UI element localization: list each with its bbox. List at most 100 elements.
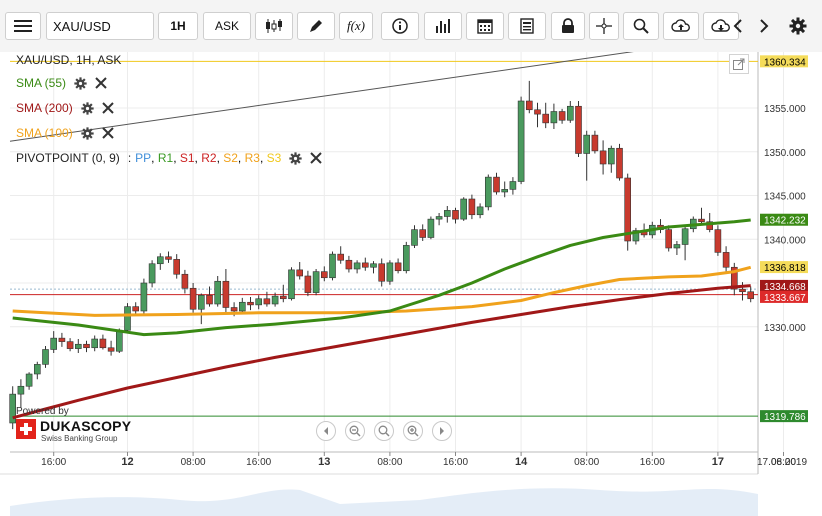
x-tick-label: 16:00	[443, 457, 468, 468]
sma-55-settings[interactable]	[74, 76, 87, 90]
candle-body	[739, 288, 746, 293]
crosshair-icon	[596, 18, 612, 34]
candle-65	[542, 102, 550, 129]
candle-40	[337, 246, 345, 264]
candle-body	[157, 256, 164, 265]
report-button[interactable]	[508, 12, 546, 40]
candle-51	[427, 216, 435, 240]
candle-body	[361, 262, 369, 268]
candle-90	[747, 286, 755, 303]
candle-60	[501, 181, 509, 198]
info-button[interactable]	[381, 12, 419, 40]
candle-body	[320, 271, 328, 279]
timeframe-button[interactable]: 1H	[158, 12, 198, 40]
legend-sma-200-label: SMA (200)	[16, 101, 73, 115]
pan-right-button[interactable]	[432, 421, 452, 441]
zoom-button[interactable]	[623, 12, 659, 40]
candle-53	[443, 206, 451, 223]
candle-body	[722, 252, 730, 268]
legend-sma-100: SMA (100)	[16, 125, 114, 141]
price-tag-bg	[760, 279, 808, 292]
price-side-button[interactable]: ASK	[203, 12, 251, 40]
calendar-button[interactable]	[466, 12, 504, 40]
legend-sma-200: SMA (200)	[16, 100, 114, 116]
pivot-part-r2: R2	[201, 151, 217, 165]
candle-body	[17, 385, 25, 395]
candle-35	[296, 262, 304, 280]
candle-5	[50, 331, 58, 353]
sma-100-remove[interactable]	[101, 127, 114, 139]
price-tag-label: 1336.818	[764, 263, 806, 274]
volume-button[interactable]	[424, 12, 462, 40]
candle-body	[107, 347, 115, 352]
candle-body	[296, 269, 304, 277]
candle-62	[517, 96, 525, 185]
candle-14	[124, 303, 131, 333]
price-tag-0: 1360.334	[760, 55, 808, 68]
pan-left-button[interactable]	[316, 421, 336, 441]
x-tick-label: 08:00	[181, 457, 206, 468]
upload-button[interactable]	[663, 12, 699, 40]
menu-button[interactable]	[5, 12, 41, 40]
download-button[interactable]	[703, 12, 739, 40]
candle-body	[411, 229, 418, 246]
candle-66	[550, 103, 558, 129]
scroll-right-button[interactable]	[752, 12, 776, 40]
price-tag-label: 1333.667	[764, 293, 806, 304]
y-tick-label: 1355.000	[764, 104, 806, 115]
draw-button[interactable]	[297, 12, 335, 40]
candle-43	[361, 257, 369, 271]
candle-body	[181, 273, 189, 289]
pivot-settings[interactable]	[289, 151, 302, 165]
indicators-button[interactable]: f(x)	[339, 12, 373, 40]
candle-body	[542, 113, 550, 124]
price-tag-5: 1319.786	[760, 410, 808, 423]
gear-icon	[81, 101, 94, 115]
candle-body	[25, 373, 33, 387]
candle-body	[558, 111, 566, 121]
candle-body	[50, 337, 58, 350]
settings-button[interactable]	[782, 12, 814, 40]
candle-46	[386, 260, 394, 285]
candle-body	[83, 343, 90, 349]
gear-icon	[289, 151, 302, 165]
zoom-in-button[interactable]	[403, 421, 423, 441]
y-tick-label: 1350.000	[764, 148, 806, 159]
zoom-out-button[interactable]	[345, 421, 365, 441]
candle-body	[632, 230, 640, 242]
candle-body	[206, 294, 213, 305]
price-chart[interactable]: 1330.0001335.0001340.0001345.0001350.000…	[0, 52, 822, 516]
pivot-remove[interactable]	[310, 152, 323, 164]
sma-200-settings[interactable]	[81, 101, 94, 115]
sma-55-remove[interactable]	[95, 77, 107, 89]
lock-button[interactable]	[551, 12, 585, 40]
crosshair-button[interactable]	[589, 12, 619, 40]
scroll-left-button[interactable]	[726, 12, 750, 40]
candle-74	[616, 143, 623, 181]
candle-20	[173, 254, 180, 279]
pivot-part-s3: S3	[266, 151, 282, 165]
reset-button[interactable]	[374, 421, 394, 441]
candle-29	[247, 297, 254, 311]
sma-200-remove[interactable]	[101, 102, 114, 114]
pivot-part-s1: S1	[179, 151, 195, 165]
candle-68	[566, 101, 574, 123]
price-tag-2: 1336.818	[760, 261, 808, 274]
candle-52	[435, 213, 443, 226]
candle-body	[198, 294, 205, 310]
menu-icon	[14, 20, 32, 32]
symbol-input[interactable]	[46, 12, 154, 40]
fx-icon: f(x)	[346, 18, 366, 33]
candle-body	[452, 210, 459, 220]
candle-body	[747, 291, 755, 300]
expand-chart-button[interactable]	[729, 54, 749, 74]
candle-73	[607, 145, 615, 173]
powered-by-text: Powered by	[16, 406, 69, 417]
candle-9	[83, 340, 90, 353]
sma-100-settings[interactable]	[81, 126, 94, 140]
candle-59	[493, 172, 500, 195]
candle-body	[394, 262, 402, 272]
candle-18	[157, 253, 164, 270]
chart-type-button[interactable]	[255, 12, 293, 40]
candle-body	[75, 343, 82, 349]
